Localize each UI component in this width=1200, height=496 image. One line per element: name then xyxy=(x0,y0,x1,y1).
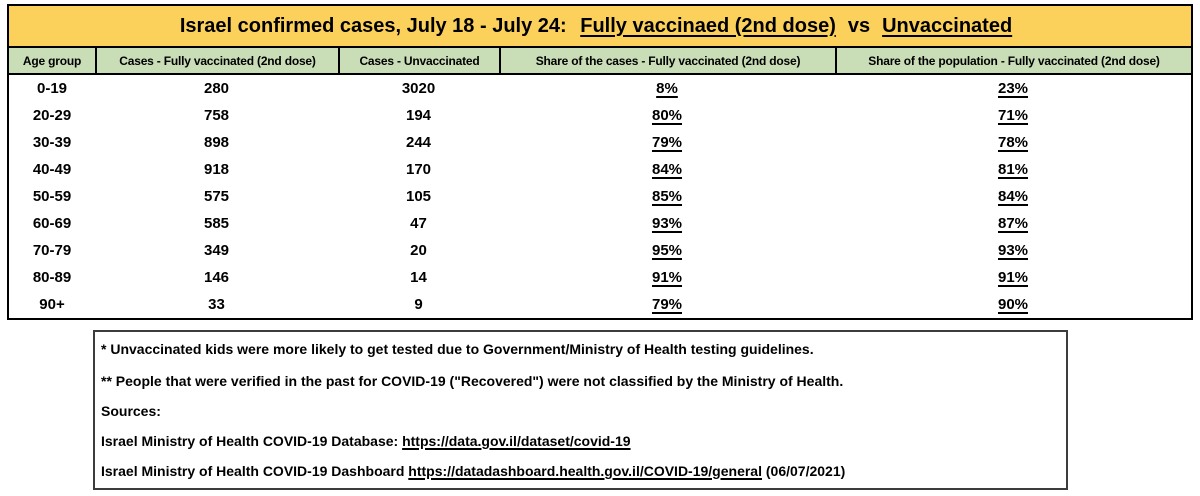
age-group-cell: 30-39 xyxy=(32,134,72,151)
value-cell: 79% xyxy=(651,296,683,313)
source-database-prefix: Israel Ministry of Health COVID-19 Datab… xyxy=(101,433,403,449)
value-cell: 918 xyxy=(203,161,230,178)
age-group-cell: 60-69 xyxy=(32,215,72,232)
value-cell: 3020 xyxy=(401,80,436,97)
title-prefix: Israel confirmed cases, July 18 - July 2… xyxy=(179,14,573,37)
value-cell: 80% xyxy=(651,107,683,124)
source-dashboard-prefix: Israel Ministry of Health COVID-19 Dashb… xyxy=(101,463,409,479)
age-group-cell: 20-29 xyxy=(32,107,72,124)
age-group-cell: 0-19 xyxy=(36,80,68,97)
value-cell: 71% xyxy=(997,107,1029,124)
database-link[interactable]: https://data.gov.il/dataset/covid-19 xyxy=(402,433,631,449)
value-cell: 20 xyxy=(410,242,427,259)
value-cell: 8% xyxy=(656,80,678,97)
value-cell: 93% xyxy=(651,215,683,232)
table-body: 0-19 280 3020 8% 23% 20-29 758 194 80% 71% 30-39 89… xyxy=(9,75,1191,318)
value-cell: 194 xyxy=(405,107,432,124)
title-vaccinated-underlined: Fully vaccinaed (2nd dose) xyxy=(580,14,836,37)
value-cell: 585 xyxy=(203,215,230,232)
source-dashboard-line: Israel Ministry of Health COVID-19 Dashb… xyxy=(101,463,1058,480)
value-cell: 14 xyxy=(410,269,427,286)
value-cell: 78% xyxy=(997,134,1029,151)
table-title: Israel confirmed cases, July 18 - July 2… xyxy=(9,6,1191,46)
table-row: 70-79 349 20 95% 93% xyxy=(9,237,1191,264)
value-cell: 9 xyxy=(414,296,423,313)
value-cell: 280 xyxy=(203,80,230,97)
value-cell: 84% xyxy=(997,188,1029,205)
column-header-4: Share of the population - Fully vaccinat… xyxy=(835,48,1191,73)
value-cell: 87% xyxy=(997,215,1029,232)
value-cell: 23% xyxy=(997,80,1029,97)
age-group-cell: 50-59 xyxy=(32,188,72,205)
value-cell: 81% xyxy=(997,161,1029,178)
notes-box: * Unvaccinated kids were more likely to … xyxy=(93,330,1068,490)
table-row: 40-49 918 170 84% 81% xyxy=(9,156,1191,183)
value-cell: 79% xyxy=(651,134,683,151)
title-vs-label: vs xyxy=(847,14,871,37)
note-asterisk-2: ** People that were verified in the past… xyxy=(101,373,844,389)
value-cell: 575 xyxy=(203,188,230,205)
value-cell: 84% xyxy=(651,161,683,178)
table-row: 80-89 146 14 91% 91% xyxy=(9,264,1191,291)
source-database-line: Israel Ministry of Health COVID-19 Datab… xyxy=(101,433,1058,450)
age-group-cell: 90+ xyxy=(39,296,65,313)
column-header-2: Cases - Unvaccinated xyxy=(338,48,499,73)
table-row: 50-59 575 105 85% 84% xyxy=(9,183,1191,210)
table-row: 90+ 33 9 79% 90% xyxy=(9,291,1191,318)
table-header-row: Age group Cases - Fully vaccinated (2nd d… xyxy=(9,46,1191,75)
sources-label: Sources: xyxy=(101,403,161,419)
value-cell: 91% xyxy=(997,269,1029,286)
value-cell: 91% xyxy=(651,269,683,286)
value-cell: 93% xyxy=(997,242,1029,259)
table-row: 60-69 585 47 93% 87% xyxy=(9,210,1191,237)
column-header-1: Cases - Fully vaccinated (2nd dose) xyxy=(95,48,338,73)
column-header-0: Age group xyxy=(22,53,82,68)
cases-table: Israel confirmed cases, July 18 - July 2… xyxy=(7,4,1193,320)
value-cell: 33 xyxy=(208,296,225,313)
age-group-cell: 80-89 xyxy=(32,269,72,286)
value-cell: 758 xyxy=(203,107,230,124)
value-cell: 85% xyxy=(651,188,683,205)
value-cell: 90% xyxy=(997,296,1029,313)
column-header-3: Share of the cases - Fully vaccinated (2… xyxy=(499,48,835,73)
title-unvaccinated-underlined: Unvaccinated xyxy=(882,14,1013,37)
table-row: 30-39 898 244 79% 78% xyxy=(9,129,1191,156)
value-cell: 244 xyxy=(405,134,432,151)
value-cell: 105 xyxy=(405,188,432,205)
source-dashboard-date: (06/07/2021) xyxy=(761,463,846,479)
value-cell: 47 xyxy=(410,215,427,232)
dashboard-link[interactable]: https://datadashboard.health.gov.il/COVI… xyxy=(408,463,762,479)
value-cell: 146 xyxy=(203,269,230,286)
table-row: 0-19 280 3020 8% 23% xyxy=(9,75,1191,102)
table-row: 20-29 758 194 80% 71% xyxy=(9,102,1191,129)
value-cell: 95% xyxy=(651,242,683,259)
note-asterisk-1: * Unvaccinated kids were more likely to … xyxy=(101,341,814,357)
value-cell: 170 xyxy=(405,161,432,178)
age-group-cell: 70-79 xyxy=(32,242,72,259)
value-cell: 898 xyxy=(203,134,230,151)
age-group-cell: 40-49 xyxy=(32,161,72,178)
value-cell: 349 xyxy=(203,242,230,259)
